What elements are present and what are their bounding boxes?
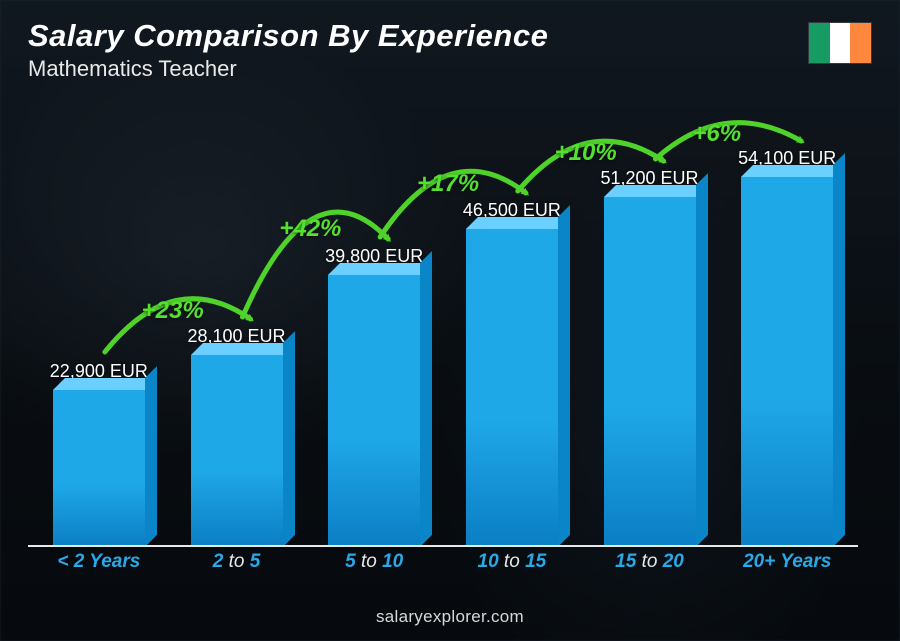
x-axis-label: 10 to 15 (443, 551, 581, 581)
bar-front (191, 355, 283, 547)
increase-label: +23% (142, 297, 204, 325)
bar-front (466, 229, 558, 547)
flag-stripe-1 (809, 23, 830, 63)
bar-front (604, 197, 696, 547)
x-axis-labels: < 2 Years2 to 55 to 1010 to 1515 to 2020… (30, 551, 856, 581)
bar-slot: 39,800 EUR (305, 246, 443, 547)
increase-label: +6% (692, 120, 741, 148)
bar-top (191, 343, 295, 355)
x-axis-label: 5 to 10 (305, 551, 443, 581)
bar-slot: 22,900 EUR (30, 361, 168, 547)
bar (741, 177, 833, 547)
increase-label: +42% (279, 215, 341, 243)
chart-area: 22,900 EUR28,100 EUR39,800 EUR46,500 EUR… (30, 100, 856, 581)
bar-slot: 54,100 EUR (718, 148, 856, 547)
bar-side (283, 331, 295, 547)
bar-side (145, 366, 157, 547)
bar-side (558, 205, 570, 547)
bar-slot: 46,500 EUR (443, 200, 581, 547)
bar-slot: 51,200 EUR (581, 168, 719, 547)
bar-front (328, 275, 420, 547)
footer-attribution: salaryexplorer.com (0, 607, 900, 627)
bar (191, 355, 283, 547)
x-axis-label: 2 to 5 (168, 551, 306, 581)
bar (328, 275, 420, 547)
bar-side (420, 251, 432, 547)
flag-ireland (808, 22, 872, 64)
x-axis-label: < 2 Years (30, 551, 168, 581)
bar-slot: 28,100 EUR (168, 326, 306, 547)
page-title: Salary Comparison By Experience (28, 18, 548, 54)
bar (53, 390, 145, 547)
flag-stripe-3 (850, 23, 871, 63)
bar (604, 197, 696, 547)
x-axis-label: 20+ Years (718, 551, 856, 581)
bar-top (53, 378, 157, 390)
bar-top (741, 165, 845, 177)
increase-label: +10% (555, 139, 617, 167)
bar-side (696, 173, 708, 547)
bar (466, 229, 558, 547)
bar-front (53, 390, 145, 547)
x-axis-label: 15 to 20 (581, 551, 719, 581)
bar-top (328, 263, 432, 275)
bar-top (604, 185, 708, 197)
bar-top (466, 217, 570, 229)
flag-stripe-2 (830, 23, 851, 63)
bar-front (741, 177, 833, 547)
increase-label: +17% (417, 170, 479, 198)
chart-container: Salary Comparison By Experience Mathemat… (0, 0, 900, 641)
bar-side (833, 153, 845, 547)
baseline (28, 545, 858, 547)
